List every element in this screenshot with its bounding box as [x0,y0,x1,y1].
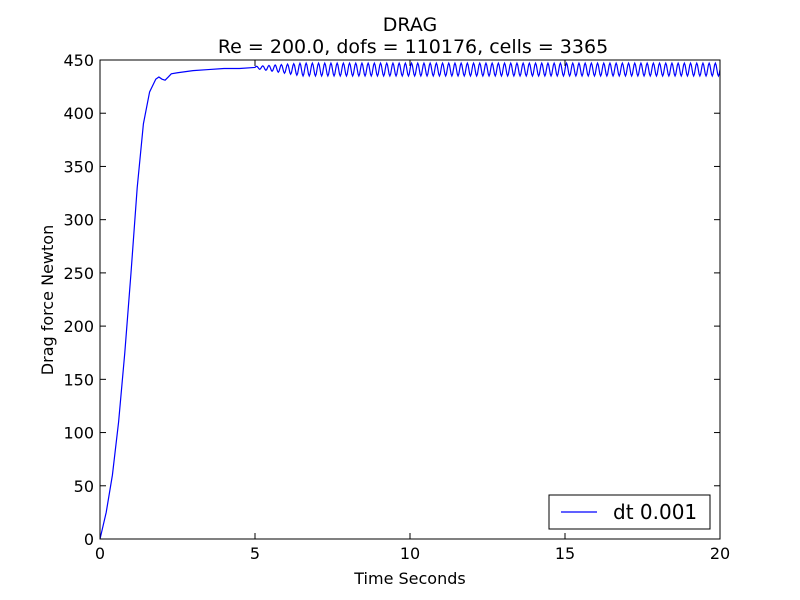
y-tick-label: 300 [63,211,94,230]
legend: dt 0.001 [548,494,711,530]
series-line-0 [100,61,720,539]
y-tick-label: 200 [63,317,94,336]
chart-title: DRAG [383,14,437,36]
y-tick-label: 0 [84,530,94,549]
x-tick-label: 5 [250,544,260,563]
y-tick-label: 450 [63,51,94,70]
legend-label: dt 0.001 [613,500,697,524]
plot-area [100,61,720,539]
x-axis-label: Time Seconds [353,569,465,588]
y-tick-label: 400 [63,104,94,123]
plot-frame [99,59,721,540]
x-tick-label: 10 [400,544,420,563]
x-tick-label: 15 [555,544,575,563]
y-tick-label: 350 [63,157,94,176]
y-tick-label: 250 [63,264,94,283]
y-tick-label: 150 [63,370,94,389]
x-tick-label: 20 [710,544,730,563]
x-tick-label: 0 [95,544,105,563]
y-tick-label: 100 [63,424,94,443]
chart-subtitle: Re = 200.0, dofs = 110176, cells = 3365 [218,36,608,58]
y-tick-label: 50 [74,477,94,496]
y-axis-label: Drag force Newton [38,225,57,375]
